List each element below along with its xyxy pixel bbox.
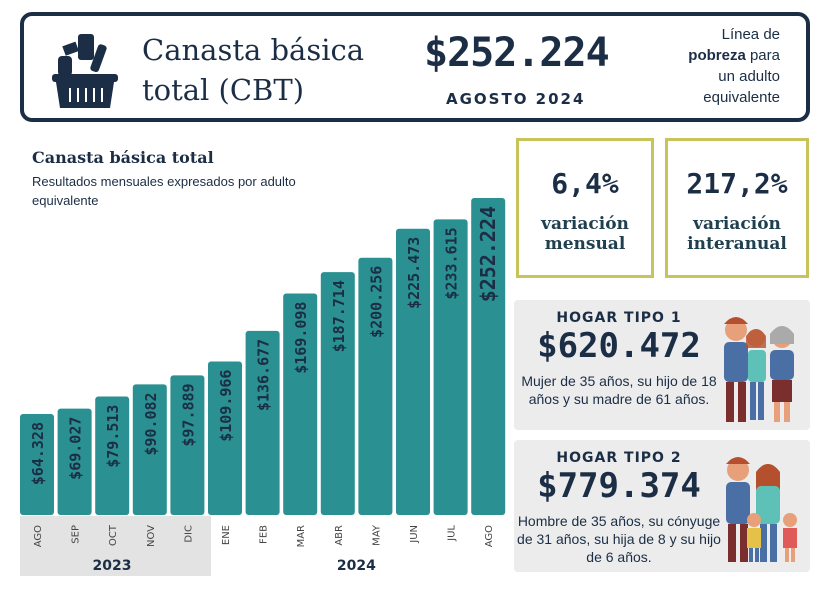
bar-value-label: $169.098	[292, 302, 310, 374]
month-tick-label: ABR	[334, 525, 345, 546]
bar	[433, 219, 468, 515]
cbt-value: $252.224	[424, 30, 610, 76]
hogar-title: HOGAR TIPO 2	[556, 450, 682, 466]
kpi-value: 6,4%	[551, 167, 619, 200]
bar	[208, 361, 242, 515]
bar	[20, 414, 54, 515]
bar-value-label: $136.677	[255, 339, 273, 411]
bar-value-label: $252.224	[476, 206, 500, 302]
bar-value-label: $233.615	[443, 227, 461, 299]
month-tick-label: DIC	[183, 525, 194, 543]
bar-value-label: $69.027	[67, 417, 85, 480]
note-rest: para	[745, 47, 780, 64]
kpi-label: variación mensual	[519, 214, 651, 254]
chart-title: Canasta básica total	[32, 148, 214, 167]
title-line-1: Canasta básica	[142, 33, 365, 67]
bar	[358, 257, 393, 515]
shopping-basket-icon	[52, 34, 118, 108]
bar-value-label: $97.889	[179, 383, 197, 446]
year-label: 2023	[93, 558, 132, 574]
month-tick-label: SEP	[71, 525, 82, 544]
bar	[320, 272, 355, 515]
year-label: 2024	[337, 558, 376, 574]
month-tick-label: NOV	[146, 525, 157, 547]
bar	[245, 330, 280, 515]
note-line: equivalente	[703, 89, 780, 106]
hogar-desc: Mujer de 35 años, su hijo de 18 años y s…	[521, 373, 717, 407]
month-tick-label: MAR	[296, 525, 307, 547]
bar-value-label: $90.082	[142, 392, 160, 455]
bar-value-label: $187.714	[330, 280, 348, 352]
bar-chart: $64.328 AGO $69.027 SEP $79.513 OCT $90.082 NOV…	[20, 197, 506, 574]
month-tick-label: AGO	[33, 525, 44, 547]
hogar-amount: $779.374	[537, 466, 701, 506]
month-tick-label: JUN	[409, 525, 420, 544]
title-line-2: total (CBT)	[142, 73, 305, 107]
bar	[170, 375, 205, 515]
period-label: AGOSTO 2024	[446, 90, 586, 108]
kpi-label-2: mensual	[544, 234, 626, 254]
note-line: un adulto	[718, 68, 780, 85]
kpi-monthly: 6,4% variación mensual	[516, 138, 654, 278]
kpi-label-1: variación	[693, 214, 781, 234]
hogar-tipo-1: HOGAR TIPO 1 $620.472 Mujer de 35 años, …	[514, 300, 810, 430]
bar-value-label: $109.966	[217, 370, 235, 442]
month-tick-label: MAY	[371, 524, 382, 546]
hogar-tipo-2: HOGAR TIPO 2 $779.374 Hombre de 35 años,…	[514, 440, 810, 572]
family-icon	[724, 317, 794, 422]
month-tick-label: AGO	[484, 525, 495, 547]
month-tick-label: FEB	[259, 525, 270, 544]
kpi-yearly: 217,2% variación interanual	[665, 138, 809, 278]
hogar-title: HOGAR TIPO 1	[556, 310, 682, 326]
bar	[95, 396, 130, 515]
bar-value-label: $64.328	[29, 422, 47, 485]
note-line: pobreza para	[688, 45, 780, 66]
hogar-amount: $620.472	[537, 326, 701, 366]
header-banner: Canasta básica total (CBT) $252.224 AGOST…	[20, 12, 810, 122]
bar	[471, 197, 506, 516]
note-line: Línea de	[721, 26, 780, 43]
bar	[283, 293, 318, 515]
kpi-label-2: interanual	[687, 234, 787, 254]
bar-value-label: $200.256	[367, 266, 385, 338]
bar	[396, 228, 430, 515]
chart-subtitle: Resultados mensuales expresados por adul…	[32, 174, 296, 208]
kpi-label: variación interanual	[668, 214, 806, 254]
hogar-desc: Hombre de 35 años, su cónyuge de 31 años…	[517, 513, 721, 565]
family-icon	[726, 457, 797, 562]
kpi-label-1: variación	[541, 214, 629, 234]
page-title: Canasta básica total (CBT)	[142, 30, 364, 110]
kpi-value: 217,2%	[686, 167, 788, 200]
month-tick-label: JUL	[447, 525, 458, 542]
poverty-line-note: Línea de pobreza para un adulto equivale…	[688, 24, 780, 108]
bar-value-label: $79.513	[104, 405, 122, 468]
bar	[132, 384, 167, 515]
note-bold: pobreza	[688, 47, 746, 64]
year-2023-band	[20, 516, 211, 576]
bar-value-label: $225.473	[405, 237, 423, 309]
bar	[57, 408, 92, 515]
month-tick-label: OCT	[108, 524, 119, 546]
month-tick-label: ENE	[221, 525, 232, 545]
